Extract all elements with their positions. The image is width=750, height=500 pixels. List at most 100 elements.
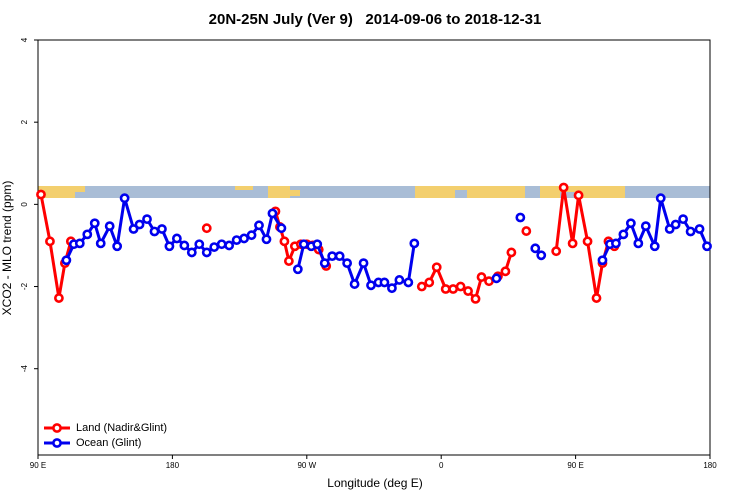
data-point bbox=[142, 214, 152, 225]
data-point bbox=[403, 277, 414, 288]
y-tick-label: -4 bbox=[20, 365, 29, 373]
data-point bbox=[611, 238, 621, 249]
chart-title: 20N-25N July (Ver 9) 2014-09-06 to 2018-… bbox=[209, 11, 542, 28]
data-point bbox=[455, 281, 466, 292]
data-point bbox=[283, 256, 294, 266]
data-point bbox=[431, 262, 442, 273]
data-point bbox=[134, 219, 145, 230]
data-point bbox=[551, 246, 562, 257]
data-point bbox=[261, 234, 272, 245]
data-point bbox=[231, 235, 242, 246]
map-land bbox=[268, 186, 290, 198]
data-point bbox=[567, 238, 578, 249]
map-land bbox=[415, 186, 525, 198]
y-tick-label: 2 bbox=[20, 119, 29, 124]
y-tick-label: -2 bbox=[20, 282, 29, 290]
data-point bbox=[670, 219, 681, 230]
data-point bbox=[279, 236, 290, 247]
data-point bbox=[61, 255, 72, 266]
data-point bbox=[387, 283, 397, 294]
data-point bbox=[36, 189, 46, 200]
map-ocean bbox=[560, 192, 578, 198]
data-point bbox=[640, 221, 651, 232]
data-point bbox=[515, 212, 526, 223]
map-land bbox=[75, 186, 85, 192]
data-point bbox=[625, 218, 636, 229]
data-point bbox=[424, 277, 435, 288]
data-point bbox=[366, 280, 376, 291]
data-point bbox=[201, 223, 212, 234]
data-point bbox=[521, 226, 532, 236]
y-tick-label: 0 bbox=[20, 202, 29, 207]
x-tick-label: 180 bbox=[166, 461, 180, 470]
legend: Land (Nadir&Glint) Ocean (Glint) bbox=[44, 422, 167, 449]
data-point bbox=[685, 226, 696, 237]
data-point bbox=[506, 247, 517, 258]
legend-label: Ocean (Glint) bbox=[76, 437, 141, 449]
data-point bbox=[45, 236, 55, 247]
map-land bbox=[290, 190, 300, 196]
data-point bbox=[149, 226, 160, 237]
map-land bbox=[235, 186, 253, 190]
x-tick-label: 90 W bbox=[297, 461, 316, 470]
data-point bbox=[440, 284, 451, 294]
data-point bbox=[334, 251, 345, 262]
data-point bbox=[298, 239, 309, 250]
data-point bbox=[292, 264, 303, 275]
x-tick-label: 180 bbox=[703, 461, 717, 470]
data-point bbox=[179, 240, 190, 251]
data-point bbox=[239, 233, 249, 244]
data-point bbox=[349, 279, 360, 289]
data-point bbox=[448, 284, 459, 294]
x-tick-label: 0 bbox=[439, 461, 444, 470]
data-point bbox=[591, 293, 602, 303]
data-point bbox=[224, 240, 235, 251]
data-point bbox=[649, 241, 660, 252]
data-point bbox=[89, 218, 100, 229]
data-point bbox=[633, 238, 644, 249]
data-point bbox=[276, 223, 287, 234]
data-point bbox=[194, 239, 205, 250]
data-point bbox=[342, 258, 353, 269]
data-point bbox=[201, 247, 212, 258]
data-point bbox=[171, 233, 182, 244]
data-point bbox=[358, 258, 369, 269]
map-land bbox=[38, 186, 75, 198]
data-point bbox=[379, 277, 390, 288]
data-point bbox=[267, 208, 278, 219]
data-point bbox=[312, 239, 323, 250]
data-point bbox=[186, 247, 197, 258]
data-point bbox=[655, 193, 666, 204]
data-point bbox=[157, 224, 167, 234]
data-point bbox=[530, 243, 541, 254]
data-point bbox=[209, 242, 220, 252]
data-point bbox=[597, 255, 608, 266]
data-point bbox=[558, 182, 569, 193]
data-point bbox=[104, 221, 115, 232]
data-point bbox=[216, 239, 227, 250]
x-axis-label: Longitude (deg E) bbox=[327, 476, 422, 490]
data-point bbox=[470, 293, 481, 304]
map-ocean bbox=[455, 190, 467, 198]
data-point bbox=[394, 275, 405, 285]
data-point bbox=[164, 241, 175, 252]
x-tick-label: 90 E bbox=[30, 461, 46, 470]
data-point bbox=[128, 224, 139, 234]
data-point bbox=[82, 229, 93, 240]
data-point bbox=[416, 281, 427, 292]
data-point bbox=[664, 224, 675, 234]
data-point bbox=[119, 193, 130, 204]
data-point bbox=[476, 272, 487, 282]
data-point bbox=[484, 276, 494, 287]
data-point bbox=[95, 238, 106, 249]
data-point bbox=[536, 250, 547, 261]
data-point bbox=[573, 190, 584, 201]
y-tick-label: 4 bbox=[20, 37, 29, 42]
legend-label: Land (Nadir&Glint) bbox=[76, 422, 167, 434]
data-point bbox=[500, 266, 511, 277]
data-point bbox=[246, 230, 257, 241]
data-point bbox=[582, 236, 593, 247]
data-point bbox=[254, 220, 264, 231]
data-point bbox=[319, 258, 330, 269]
